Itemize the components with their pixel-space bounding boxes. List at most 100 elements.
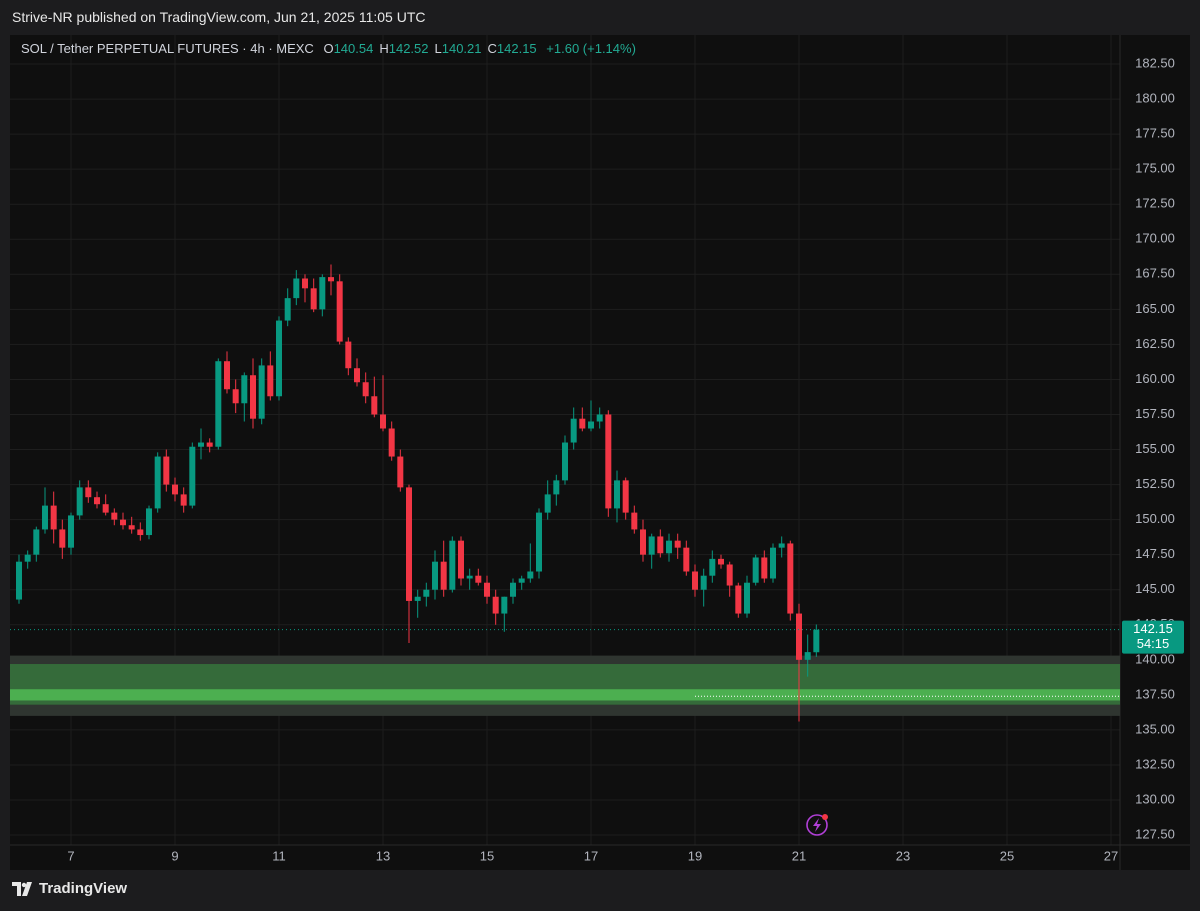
candle-body <box>605 414 612 509</box>
last-price-tag <box>1122 620 1184 654</box>
x-tick-label: 9 <box>171 848 178 863</box>
y-tick-label: 127.50 <box>1135 826 1175 841</box>
change: +1.60 (+1.14%) <box>546 41 636 56</box>
brand: TradingView <box>12 880 127 897</box>
candle-body <box>509 582 516 597</box>
candle-body <box>562 442 568 481</box>
y-tick-label: 172.50 <box>1135 196 1175 211</box>
x-tick-label: 25 <box>1000 848 1014 863</box>
x-tick-label: 7 <box>67 848 74 863</box>
candle-body <box>119 519 126 526</box>
symbol: SOL / Tether PERPETUAL FUTURES · 4h · ME… <box>21 41 314 56</box>
candle-body <box>596 414 603 422</box>
candle-body <box>93 497 100 505</box>
ohlc-key: H <box>379 41 389 56</box>
candle-body <box>353 368 360 383</box>
x-tick-label: 21 <box>792 848 806 863</box>
candle-body <box>163 456 170 485</box>
candle-body <box>85 487 92 498</box>
y-tick-label: 180.00 <box>1135 91 1175 106</box>
candle-body <box>683 547 690 572</box>
candle-body <box>614 480 621 509</box>
candle-body <box>397 456 404 488</box>
y-tick-label: 137.50 <box>1135 686 1175 701</box>
candle-body <box>388 428 395 457</box>
y-tick-label: 167.50 <box>1135 266 1175 281</box>
y-tick-label: 157.50 <box>1135 406 1175 421</box>
y-tick-label: 160.00 <box>1135 371 1175 386</box>
candle-body <box>674 540 681 548</box>
alert-icon <box>806 814 828 836</box>
candle-body <box>41 505 48 530</box>
y-tick-label: 150.00 <box>1135 511 1175 526</box>
candle-body <box>67 515 74 548</box>
ohlc: O140.54 H142.52 L140.21 C142.15 <box>317 41 536 56</box>
brand-logo <box>12 881 32 896</box>
zone-core <box>10 689 1120 701</box>
candle-body <box>518 578 525 583</box>
ohlc-key: L <box>434 41 442 56</box>
candle-body <box>449 540 456 590</box>
candle-body <box>301 278 308 289</box>
candle-body <box>457 540 464 579</box>
candle-body <box>267 365 274 397</box>
candle-body <box>501 596 508 614</box>
candle-body <box>744 582 751 614</box>
y-tick-label: 147.50 <box>1135 546 1175 561</box>
y-tick-label: 177.50 <box>1135 126 1175 141</box>
candle-body <box>327 277 334 282</box>
candle-body <box>50 505 57 530</box>
candle-body <box>666 540 673 554</box>
candle-body <box>197 442 204 447</box>
candle-body <box>414 596 421 601</box>
y-tick-label: 130.00 <box>1135 791 1175 806</box>
y-tick-label: 135.00 <box>1135 721 1175 736</box>
candle-body <box>362 382 369 397</box>
candle-body <box>778 543 785 548</box>
candle-body <box>475 575 482 583</box>
candle-body <box>570 418 577 443</box>
ohlc-value: 140.54 <box>333 41 374 56</box>
candle-body <box>579 418 586 429</box>
candle-body <box>492 596 499 614</box>
candle-body <box>128 525 135 530</box>
x-tick-label: 27 <box>1104 848 1118 863</box>
countdown: 54:15 <box>1137 636 1170 651</box>
candle-body <box>544 494 551 513</box>
candle-body <box>588 421 595 429</box>
candle-body <box>405 487 412 601</box>
x-tick-label: 17 <box>584 848 598 863</box>
candle-body <box>319 277 326 310</box>
ohlc-key: C <box>487 41 497 56</box>
candle-body <box>431 561 438 590</box>
candle-body <box>709 558 716 576</box>
candle-body <box>215 361 222 447</box>
y-tick-label: 165.00 <box>1135 301 1175 316</box>
candle-body <box>657 536 664 554</box>
y-tick-label: 182.50 <box>1135 55 1175 70</box>
y-tick-label: 132.50 <box>1135 756 1175 771</box>
candle-body <box>761 557 768 579</box>
candle-body <box>180 494 187 506</box>
candle-body <box>145 508 152 536</box>
candle-body <box>275 320 282 397</box>
candle-body <box>796 613 803 660</box>
candle-body <box>631 512 638 530</box>
candle-body <box>189 446 196 506</box>
candle-body <box>787 543 794 614</box>
chart-panel <box>10 35 1190 870</box>
candle-body <box>527 571 534 579</box>
candle-body <box>223 361 230 390</box>
x-tick-label: 19 <box>688 848 702 863</box>
candle-body <box>24 554 31 562</box>
last-price-label: 142.15 <box>1133 621 1173 636</box>
candle-body <box>804 652 811 660</box>
candle-body <box>76 487 83 516</box>
x-tick-label: 11 <box>272 848 286 863</box>
candle-body <box>423 589 430 597</box>
candle-body <box>692 571 699 590</box>
ohlc-value: 142.15 <box>496 41 537 56</box>
candle-body <box>466 575 473 579</box>
y-tick-label: 145.00 <box>1135 581 1175 596</box>
y-tick-label: 162.50 <box>1135 336 1175 351</box>
